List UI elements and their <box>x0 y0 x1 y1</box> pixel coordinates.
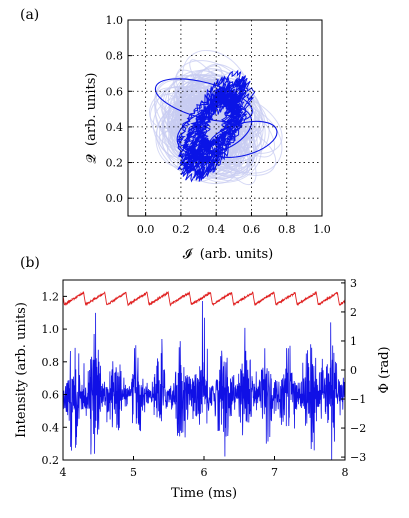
y-tick-label: 0.4 <box>42 421 60 434</box>
phase-series <box>63 290 345 307</box>
x-tick-label: 1.0 <box>313 223 331 236</box>
right-y-tick-label: 0 <box>350 364 357 377</box>
panel-a-grid <box>128 20 322 216</box>
panel-a-x-label: 𝓘 (arb. units) <box>183 247 273 262</box>
y-tick-label: 1.0 <box>42 323 60 336</box>
x-tick-label: 7 <box>271 466 278 479</box>
trajectory-loop <box>176 105 253 156</box>
panel-b-right-y-ticks: −3 −2 −1 0 1 2 3 <box>341 277 366 464</box>
panel-a-frame <box>127 19 323 217</box>
intensity-series <box>63 300 345 460</box>
y-tick-label: 0.6 <box>106 85 124 98</box>
trajectory-loop <box>154 78 253 123</box>
panel-a-x-ticks: 0.0 0.2 0.4 0.6 0.8 1.0 <box>137 212 331 236</box>
panel-a-trajectory <box>154 69 278 183</box>
right-y-tick-label: 1 <box>350 335 357 348</box>
x-tick-label: 6 <box>201 466 208 479</box>
panel-a: (a) 0.0 0.2 0.4 0.6 0.8 1.0 0.0 0.2 0.4 0.6 0.8 1.… <box>20 7 331 262</box>
trajectory-path <box>176 69 256 183</box>
y-tick-label: 0.4 <box>106 121 124 134</box>
right-y-tick-label: −2 <box>350 422 366 435</box>
x-tick-label: 0.6 <box>243 223 261 236</box>
y-tick-label: 0.2 <box>106 157 124 170</box>
right-y-tick-label: −3 <box>350 451 366 464</box>
x-tick-label: 0.8 <box>278 223 296 236</box>
x-tick-label: 0.4 <box>207 223 225 236</box>
panel-a-y-label: 𝓠 (arb. units) <box>84 73 99 164</box>
right-y-tick-label: 3 <box>350 277 357 290</box>
panel-b-series <box>63 290 345 460</box>
panel-b-x-ticks: 4 5 6 7 8 <box>60 456 349 479</box>
y-tick-label: 0.8 <box>106 50 124 63</box>
y-tick-label: 1.2 <box>42 290 60 303</box>
panel-b-y-ticks: 0.2 0.4 0.6 0.8 1.0 1.2 <box>42 290 67 467</box>
x-tick-label: 5 <box>130 466 137 479</box>
y-tick-label: 0.8 <box>42 356 60 369</box>
x-tick-label: 0.0 <box>137 223 155 236</box>
y-tick-label: 0.0 <box>106 192 124 205</box>
x-tick-label: 8 <box>342 466 349 479</box>
y-tick-label: 1.0 <box>106 14 124 27</box>
panel-b-label: (b) <box>20 255 40 271</box>
panel-a-label: (a) <box>20 7 39 23</box>
panel-b-right-y-label: Φ (rad) <box>377 346 392 393</box>
x-tick-label: 4 <box>60 466 67 479</box>
y-tick-label: 0.2 <box>42 454 60 467</box>
trajectory-loop <box>207 120 278 158</box>
right-y-tick-label: −1 <box>350 393 366 406</box>
y-tick-label: 0.6 <box>42 389 60 402</box>
panel-b-y-label: Intensity (arb. units) <box>14 302 29 438</box>
right-y-tick-label: 2 <box>350 306 357 319</box>
x-tick-label: 0.2 <box>172 223 190 236</box>
panel-a-y-ticks: 0.0 0.2 0.4 0.6 0.8 1.0 <box>106 14 132 205</box>
panel-b-x-label: Time (ms) <box>171 486 237 501</box>
panel-a-light-cloud <box>149 49 283 186</box>
